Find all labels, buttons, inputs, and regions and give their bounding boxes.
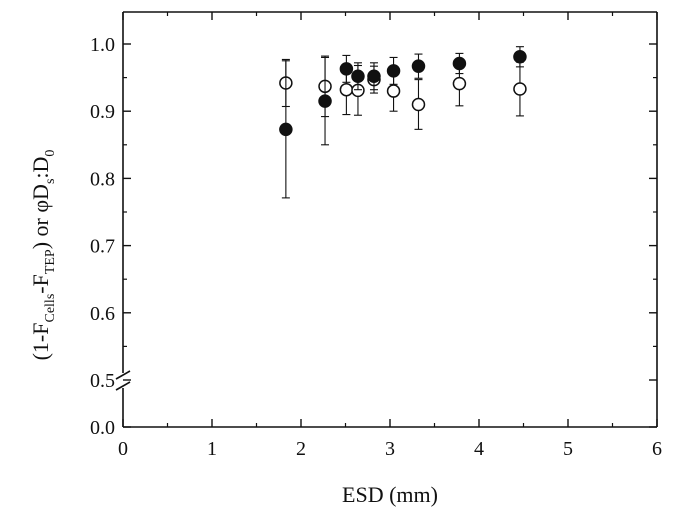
y-axis-title: (1-FCells-FTEP) or φDs:D0 — [28, 150, 58, 361]
x-tick-label: 2 — [296, 438, 306, 460]
open-circle-marker — [386, 84, 401, 98]
filled-point — [351, 62, 365, 91]
open-point — [411, 79, 426, 130]
open-point — [513, 61, 527, 117]
x-tick-label: 6 — [652, 438, 662, 460]
axis-break-mark — [115, 381, 131, 391]
x-tick-label: 5 — [563, 438, 573, 460]
filled-circle-marker — [279, 122, 293, 137]
y-tick-label: 0.6 — [90, 303, 115, 325]
y-title-sub-4: 0 — [43, 150, 58, 157]
filled-point — [279, 60, 293, 199]
y-title-sub-3: s — [43, 179, 58, 184]
x-tick-label: 1 — [207, 438, 217, 460]
y-title-sub-2: TEP — [43, 249, 58, 274]
y-tick-label: 0.7 — [90, 236, 115, 258]
filled-circle-marker — [452, 56, 467, 71]
y-tick-label: 0.8 — [90, 168, 115, 190]
filled-point — [411, 53, 426, 79]
open-circle-marker — [513, 82, 527, 96]
filled-point — [386, 56, 401, 85]
filled-circle-marker — [367, 69, 381, 84]
x-tick-label: 0 — [118, 438, 128, 460]
y-tick-label: 0.5 — [90, 370, 115, 392]
filled-circle-marker — [339, 62, 354, 76]
filled-circle-marker — [411, 59, 426, 73]
axis-ticks: 0 1 2 3 4 5 6 0.0 0.5 0.6 0.7 0.8 0.9 1.0 — [90, 12, 662, 460]
filled-circle-marker — [351, 69, 365, 84]
x-tick-label: 4 — [474, 438, 484, 460]
axis-break-mark — [115, 370, 131, 380]
filled-circle-marker — [513, 50, 527, 64]
x-tick-label: 3 — [385, 438, 395, 460]
filled-point — [513, 46, 527, 68]
filled-circle-marker — [318, 94, 332, 108]
filled-point — [318, 56, 332, 146]
filled-circle-marker — [386, 64, 401, 78]
open-circle-marker — [339, 82, 354, 97]
filled-point — [367, 62, 381, 91]
open-circle-marker — [452, 76, 467, 91]
y-tick-label: 0.0 — [90, 417, 115, 439]
filled-point — [452, 52, 467, 75]
y-tick-label: 1.0 — [90, 34, 115, 56]
y-title-part-1: (1-F — [28, 323, 53, 361]
y-title-phi: φ — [28, 200, 53, 213]
y-tick-label: 0.9 — [90, 101, 115, 123]
y-title-part-3: ) or — [28, 213, 53, 250]
open-circle-marker — [411, 97, 426, 112]
y-title-part-5: :D — [28, 157, 53, 179]
data-points — [279, 46, 527, 199]
axis-break — [115, 370, 131, 391]
x-axis-title: ESD (mm) — [342, 482, 438, 507]
filled-point — [339, 54, 354, 83]
y-title-part-4: D — [28, 184, 53, 200]
y-title-sub-1: Cells — [43, 294, 58, 323]
y-title-part-2: -F — [28, 274, 53, 294]
